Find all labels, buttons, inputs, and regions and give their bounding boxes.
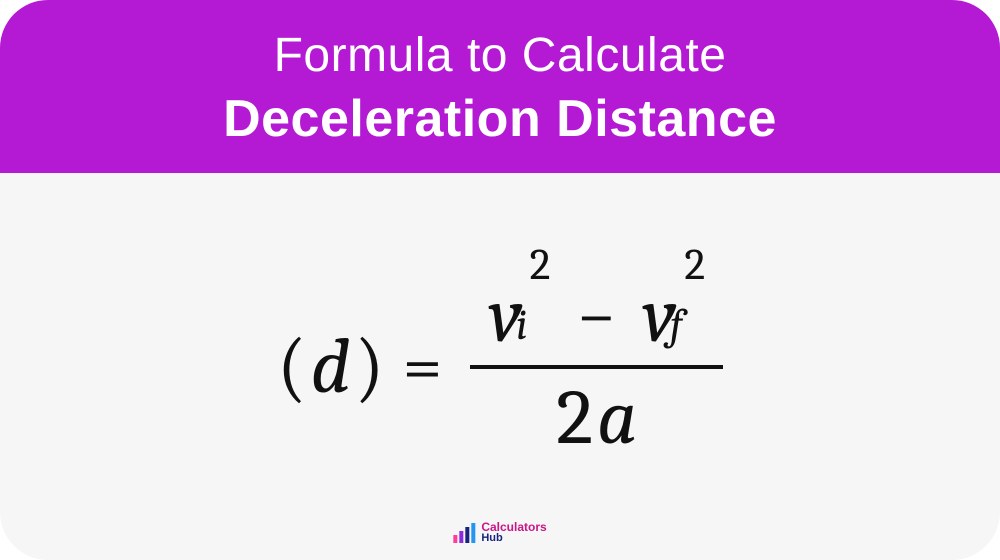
open-paren: (	[277, 322, 307, 412]
denominator: 2 a	[538, 377, 655, 459]
term-vi-squared: v i 2	[488, 277, 550, 355]
subscript-f: f	[670, 299, 683, 350]
formula-lhs: ( d )	[277, 322, 385, 412]
coefficient-2: 2	[556, 379, 593, 457]
brand-line2: Hub	[481, 533, 546, 544]
superscript-2: 2	[530, 239, 551, 290]
variable-d: d	[307, 322, 355, 412]
minus-sign: −	[576, 280, 616, 352]
numerator: v i 2 − v f 2	[470, 275, 723, 357]
brand-logo: Calculators Hub	[453, 521, 546, 544]
term-vf-squared: v f 2	[642, 277, 705, 355]
formula: ( d ) = v i 2 − v f 2	[277, 275, 723, 459]
header-line2: Deceleration Distance	[223, 89, 777, 149]
formula-card: Formula to Calculate Deceleration Distan…	[0, 0, 1000, 560]
superscript-2: 2	[684, 239, 705, 290]
header-line1: Formula to Calculate	[274, 28, 727, 83]
formula-area: ( d ) = v i 2 − v f 2	[0, 173, 1000, 560]
brand-text: Calculators Hub	[481, 521, 546, 544]
fraction-bar	[470, 365, 723, 369]
equals-sign: =	[402, 325, 442, 408]
bars-icon	[453, 523, 475, 543]
subscript-i: i	[516, 299, 528, 350]
variable-a: a	[597, 379, 637, 457]
fraction: v i 2 − v f 2 2 a	[470, 275, 723, 459]
card-header: Formula to Calculate Deceleration Distan…	[0, 0, 1000, 173]
close-paren: )	[355, 322, 385, 412]
